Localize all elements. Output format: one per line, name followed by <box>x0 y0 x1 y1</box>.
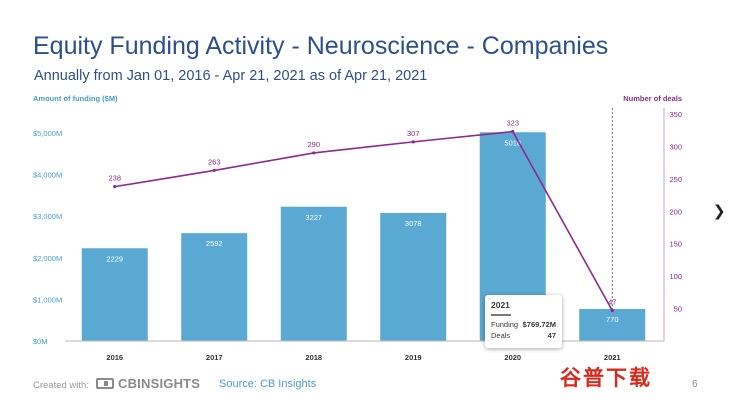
deals-value-label: 290 <box>307 140 320 149</box>
left-axis-tick-label: $1,000M <box>33 295 62 304</box>
right-axis-tick-label: 300 <box>669 142 682 151</box>
left-axis-tick-label: $0M <box>33 337 48 346</box>
chevron-right-icon[interactable]: ❯ <box>713 203 726 220</box>
watermark: 谷 普 下 载 <box>560 368 650 389</box>
right-axis-title: Number of deals <box>623 94 682 103</box>
left-axis-tick-label: $2,000M <box>33 254 62 263</box>
page-title: Equity Funding Activity - Neuroscience -… <box>33 32 609 60</box>
page-subtitle: Annually from Jan 01, 2016 - Apr 21, 202… <box>34 68 428 84</box>
watermark-glyph: 下 <box>606 367 627 390</box>
left-axis-title: Amount of funding ($M) <box>33 94 118 103</box>
bar-value-label: 770 <box>606 315 619 324</box>
right-axis-tick-label: 350 <box>669 110 682 119</box>
deals-point-2021 <box>610 308 614 313</box>
deals-point-2019 <box>411 140 415 144</box>
bar-value-label: 2229 <box>106 254 123 263</box>
page-number: 6 <box>692 379 698 390</box>
x-axis-tick-label: 2019 <box>405 353 422 362</box>
right-axis-tick-label: 150 <box>669 240 682 249</box>
deals-point-2018 <box>312 151 316 155</box>
tooltip-value: 47 <box>547 331 556 340</box>
tooltip-label: Funding <box>491 320 519 329</box>
deals-value-label: 238 <box>108 174 121 183</box>
tooltip-row-deals: Deals 47 <box>491 331 556 340</box>
tooltip-rule <box>491 314 511 316</box>
bar-2021 <box>579 308 646 341</box>
bar-2017 <box>181 233 248 341</box>
tooltip-value: $769.72M <box>522 320 556 329</box>
watermark-glyph: 载 <box>629 367 650 390</box>
bar-2018 <box>280 206 347 341</box>
right-axis-tick-label: 250 <box>669 175 682 184</box>
cbinsights-logo-text: CBINSIGHTS <box>118 376 201 391</box>
x-axis-tick-label: 2016 <box>106 353 123 362</box>
deals-point-2016 <box>113 185 117 189</box>
bar-value-label: 3227 <box>305 213 322 222</box>
deals-value-label: 307 <box>407 129 420 138</box>
source-link[interactable]: Source: CB Insights <box>219 378 317 390</box>
right-axis-tick-label: 100 <box>669 272 682 281</box>
x-axis-tick-label: 2020 <box>504 353 521 362</box>
left-axis-tick-label: $4,000M <box>33 171 62 180</box>
chart-tooltip: 2021 Funding $769.72M Deals 47 <box>485 295 562 348</box>
created-with-label: Created with: <box>33 380 89 391</box>
cbinsights-logo-mark-icon <box>96 378 114 389</box>
right-axis-tick-label: 200 <box>669 207 682 216</box>
deals-value-label: 47 <box>608 298 616 307</box>
x-axis-tick-label: 2017 <box>206 353 223 362</box>
right-axis-tick-label: 50 <box>674 305 682 314</box>
tooltip-year: 2021 <box>491 300 510 310</box>
x-axis-tick-label: 2018 <box>305 353 322 362</box>
left-axis-tick-label: $5,000M <box>33 129 62 138</box>
deals-line <box>114 130 613 311</box>
watermark-glyph: 谷 <box>560 367 581 390</box>
bar-value-label: 2592 <box>206 239 223 248</box>
bar-value-label: 3078 <box>405 219 422 228</box>
deals-point-2020 <box>511 129 515 134</box>
bar-2016 <box>81 248 148 341</box>
left-axis-tick-label: $3,000M <box>33 212 62 221</box>
x-axis-tick-label: 2021 <box>604 353 621 362</box>
tooltip-row-funding: Funding $769.72M <box>491 320 556 329</box>
bar-value-label: 5018 <box>504 138 521 147</box>
bar-2019 <box>380 212 447 341</box>
deals-value-label: 323 <box>506 119 519 128</box>
deals-point-2017 <box>212 168 216 173</box>
watermark-glyph: 普 <box>583 367 604 390</box>
deals-value-label: 263 <box>208 157 221 166</box>
cbinsights-logo: CBINSIGHTS <box>96 376 200 391</box>
tooltip-label: Deals <box>491 331 511 340</box>
